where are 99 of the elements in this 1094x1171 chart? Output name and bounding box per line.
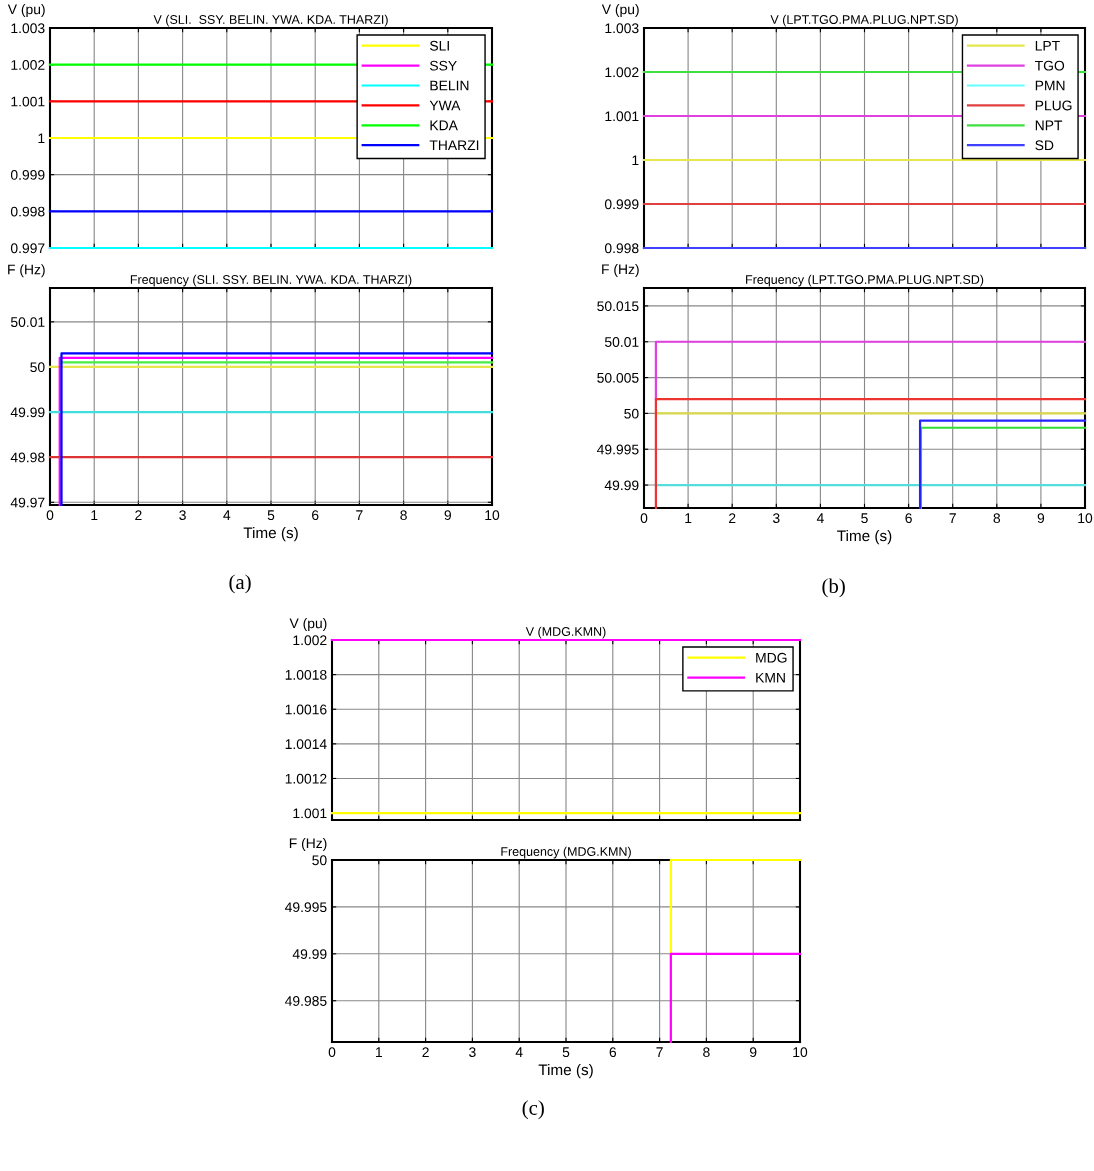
chart-title: Frequency (LPT.TGO.PMA.PLUG.NPT.SD) bbox=[746, 274, 984, 287]
y-tick-label: 1.003 bbox=[11, 23, 45, 34]
y-tick-label: 1.001 bbox=[605, 111, 639, 122]
chart-title: V (LPT.TGO.PMA.PLUG.NPT.SD) bbox=[770, 14, 958, 27]
chart-title: V (SLI. SSY. BELIN. YWA. KDA. THARZI) bbox=[153, 14, 388, 27]
y-tick-label: 1.002 bbox=[293, 635, 327, 646]
text: (c) bbox=[522, 1100, 544, 1120]
y-tick-label: 1.0014 bbox=[285, 739, 327, 750]
y-axis-title: V (pu) bbox=[289, 618, 327, 631]
y-tick-label: 1 bbox=[38, 133, 45, 144]
x-tick-label: 9 bbox=[444, 510, 451, 521]
x-tick-label: 9 bbox=[1037, 513, 1045, 524]
x-tick-label: 9 bbox=[749, 1047, 757, 1058]
x-tick-label: 3 bbox=[772, 513, 780, 524]
x-tick-label: 10 bbox=[1078, 513, 1093, 524]
y-tick-label: 0.997 bbox=[10, 243, 45, 254]
y-tick-label: 49.99 bbox=[10, 407, 45, 418]
x-tick-label: 8 bbox=[400, 510, 407, 521]
x-tick-label: 5 bbox=[267, 510, 275, 521]
y-tick-label: 1.0018 bbox=[285, 669, 327, 680]
x-tick-label: 3 bbox=[179, 510, 186, 521]
x-tick-label: 1 bbox=[91, 510, 98, 520]
y-tick-label: 49.98 bbox=[10, 452, 45, 463]
y-tick-label: 1 bbox=[632, 155, 639, 166]
legend-label: SSY bbox=[429, 60, 457, 71]
legend-label: PLUG bbox=[1035, 100, 1072, 111]
legend-label: BELIN bbox=[430, 80, 469, 91]
y-axis-title: V (pu) bbox=[7, 4, 45, 17]
text: (a) bbox=[229, 574, 251, 594]
x-tick-label: 6 bbox=[905, 513, 912, 524]
x-tick-label: 4 bbox=[223, 510, 231, 520]
chart-title: V (MDG.KMN) bbox=[525, 626, 606, 639]
y-tick-label: 49.97 bbox=[10, 497, 45, 508]
text: (b) bbox=[822, 578, 845, 598]
chart-title: Frequency (MDG.KMN) bbox=[501, 846, 631, 859]
x-tick-label: 10 bbox=[793, 1047, 808, 1058]
legend-label: THARZI bbox=[429, 140, 479, 151]
x-tick-label: 0 bbox=[46, 510, 54, 521]
y-axis-title: F (Hz) bbox=[289, 837, 327, 851]
y-tick-label: 50.015 bbox=[597, 301, 639, 312]
y-tick-label: 49.99 bbox=[604, 480, 639, 491]
x-axis-title: Time (s) bbox=[243, 526, 298, 542]
x-tick-label: 4 bbox=[816, 513, 824, 523]
y-tick-label: 50.005 bbox=[597, 372, 639, 383]
x-tick-label: 2 bbox=[135, 510, 142, 520]
y-axis-title: F (Hz) bbox=[602, 264, 639, 277]
y-tick-label: 50 bbox=[624, 408, 639, 419]
x-tick-label: 7 bbox=[949, 513, 956, 523]
y-tick-label: 49.985 bbox=[284, 996, 327, 1006]
y-tick-label: 0.998 bbox=[604, 243, 639, 254]
x-tick-label: 3 bbox=[469, 1047, 476, 1058]
x-tick-label: 7 bbox=[356, 510, 363, 520]
legend-label: TGO bbox=[1034, 60, 1065, 71]
x-axis-title: Time (s) bbox=[837, 529, 892, 545]
y-tick-label: 1.001 bbox=[293, 808, 327, 819]
y-tick-label: 1.0012 bbox=[285, 773, 327, 784]
x-tick-label: 7 bbox=[656, 1047, 663, 1057]
y-tick-label: 50.01 bbox=[604, 337, 639, 347]
legend-label: LPT bbox=[1035, 41, 1060, 51]
chart-title: Frequency (SLI. SSY. BELIN. YWA. KDA. THARZI) bbox=[130, 274, 412, 287]
y-tick-label: 50 bbox=[30, 362, 45, 373]
x-tick-label: 0 bbox=[640, 513, 648, 524]
x-tick-label: 8 bbox=[993, 513, 1001, 524]
x-tick-label: 1 bbox=[685, 513, 692, 523]
y-axis-title: V (pu) bbox=[601, 4, 639, 17]
x-tick-label: 5 bbox=[861, 513, 868, 524]
x-tick-label: 0 bbox=[328, 1047, 336, 1058]
legend-label: NPT bbox=[1035, 120, 1063, 131]
legend-label: YWA bbox=[429, 100, 461, 111]
x-tick-label: 2 bbox=[729, 513, 736, 523]
x-tick-label: 10 bbox=[485, 510, 500, 521]
x-tick-label: 8 bbox=[703, 1047, 710, 1058]
x-axis-title: Time (s) bbox=[538, 1063, 593, 1079]
y-tick-label: 49.995 bbox=[596, 444, 639, 455]
y-tick-label: 50.01 bbox=[10, 317, 45, 328]
y-tick-label: 0.998 bbox=[10, 206, 45, 217]
legend-label: SLI bbox=[429, 40, 449, 51]
y-tick-label: 1.0016 bbox=[285, 704, 327, 715]
x-tick-label: 4 bbox=[515, 1047, 523, 1057]
x-tick-label: 6 bbox=[609, 1047, 617, 1058]
y-tick-label: 1.002 bbox=[605, 67, 639, 78]
legend-label: KMN bbox=[756, 672, 785, 683]
x-tick-label: 6 bbox=[312, 510, 319, 521]
legend-label: SD bbox=[1035, 140, 1054, 151]
legend-label: PMN bbox=[1035, 80, 1065, 91]
x-tick-label: 2 bbox=[422, 1047, 429, 1057]
y-tick-label: 49.99 bbox=[292, 949, 327, 959]
y-tick-label: 0.999 bbox=[604, 199, 639, 210]
y-tick-label: 1.003 bbox=[605, 23, 639, 34]
legend-label: MDG bbox=[756, 652, 787, 663]
x-tick-label: 1 bbox=[376, 1047, 382, 1057]
legend-label: KDA bbox=[430, 120, 458, 131]
y-tick-label: 50 bbox=[312, 855, 327, 866]
y-tick-label: 49.995 bbox=[284, 902, 327, 913]
y-tick-label: 1.002 bbox=[11, 60, 45, 70]
y-tick-label: 1.001 bbox=[11, 96, 45, 107]
y-axis-title: F (Hz) bbox=[8, 264, 45, 278]
y-tick-label: 0.999 bbox=[10, 170, 45, 180]
x-tick-label: 5 bbox=[562, 1047, 570, 1058]
